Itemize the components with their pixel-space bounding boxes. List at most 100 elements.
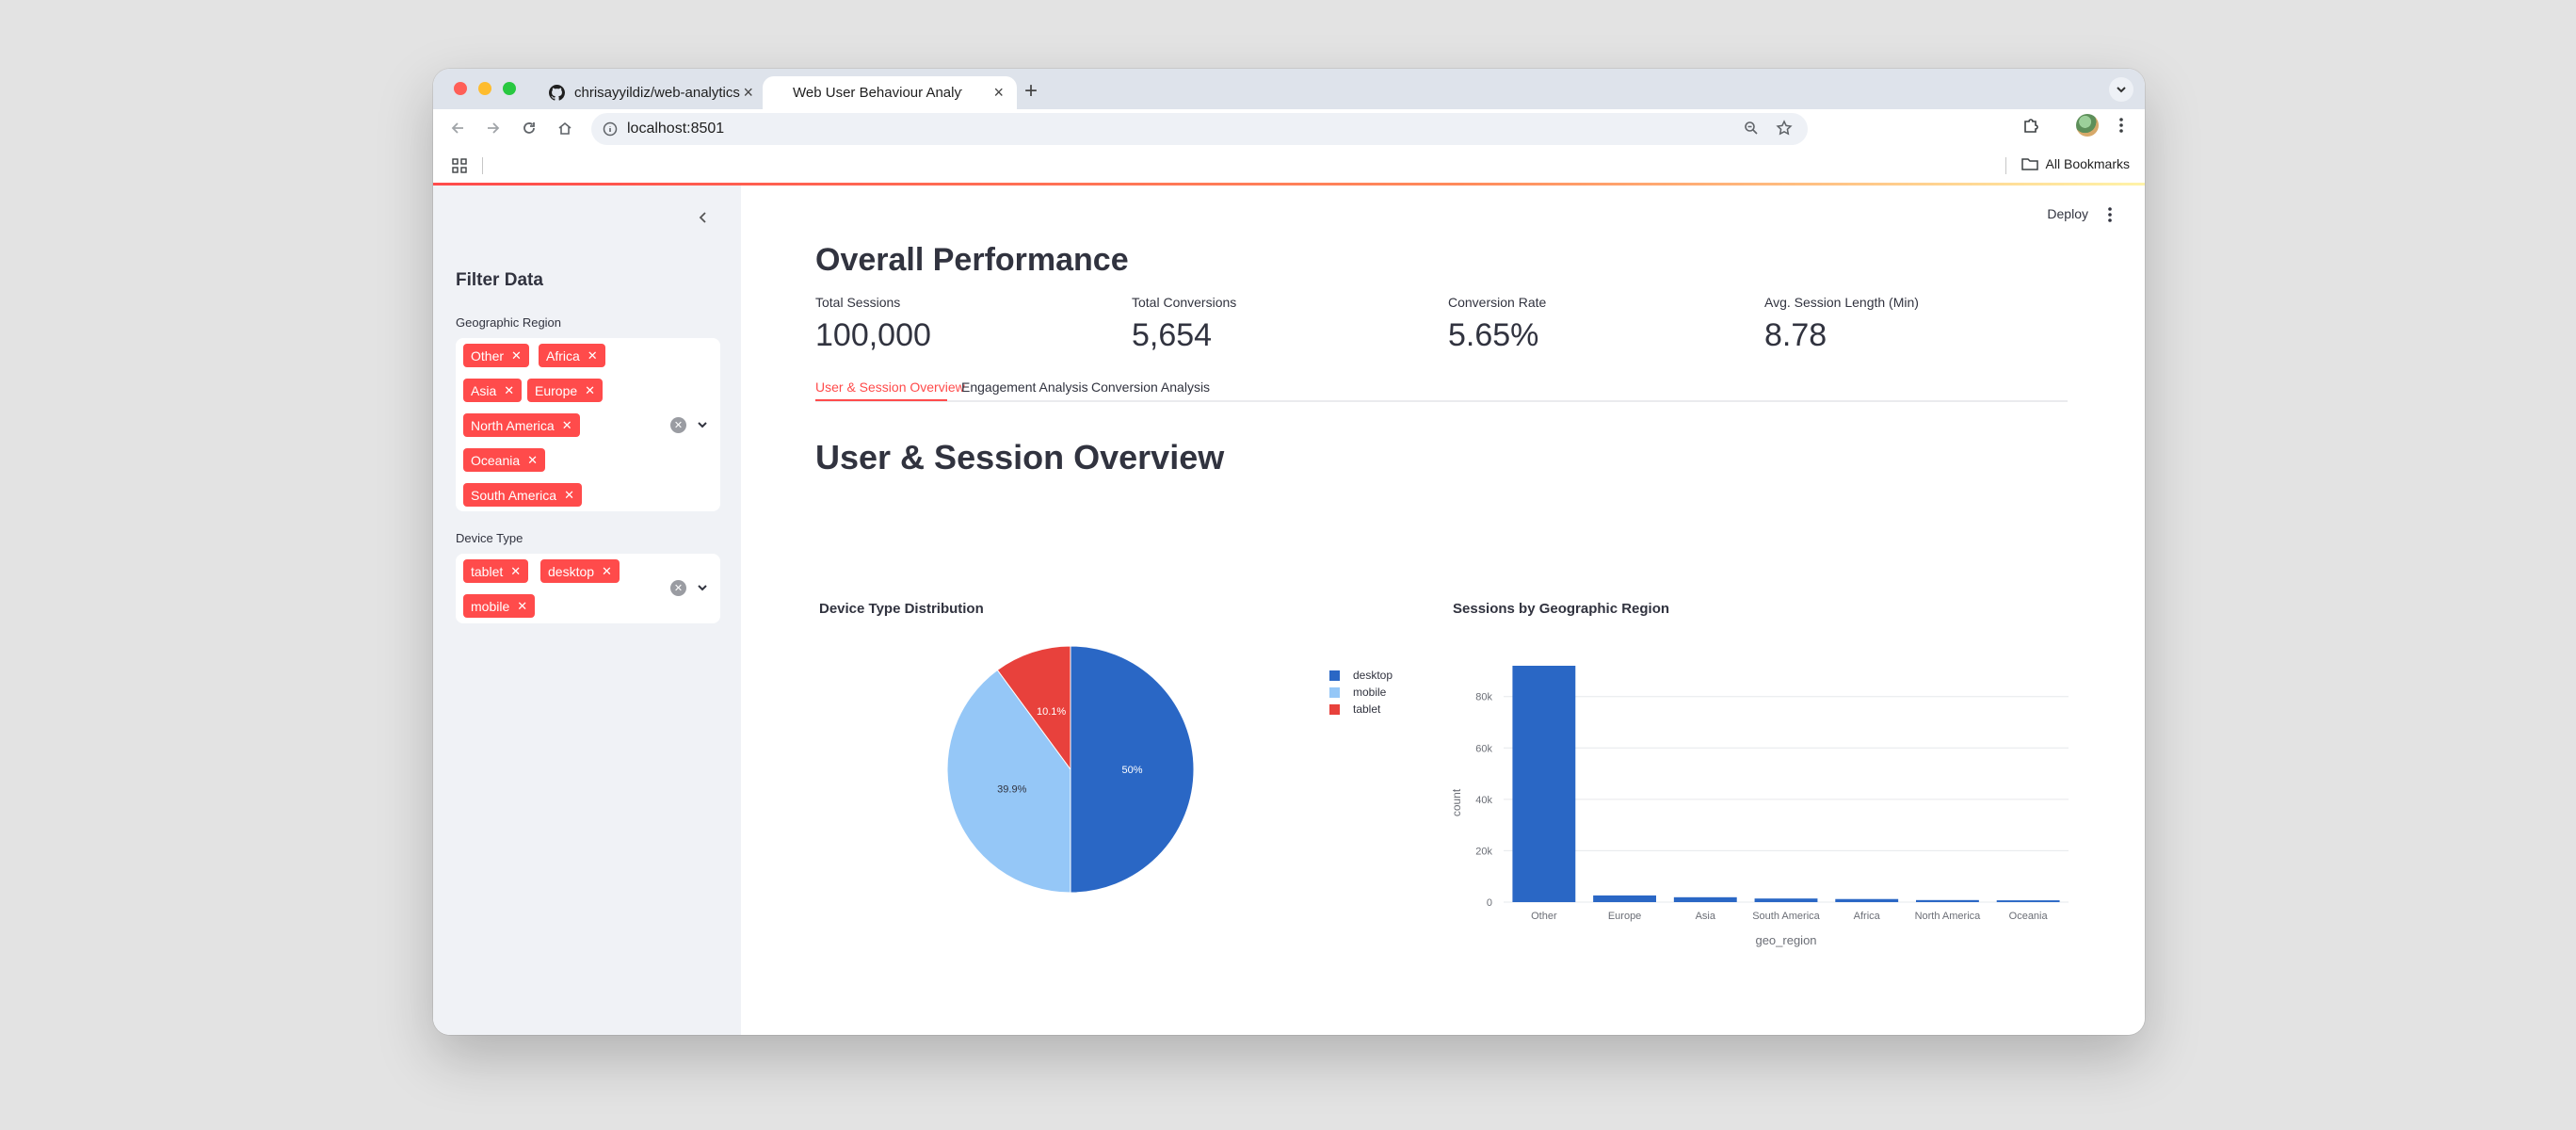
metric-avg-session-length: Avg. Session Length (Min) 8.78	[1764, 295, 1919, 354]
legend-item[interactable]: mobile	[1329, 684, 1393, 701]
legend-swatch	[1329, 686, 1340, 698]
bar-other[interactable]	[1512, 666, 1576, 902]
pie-slice-tablet[interactable]	[996, 645, 1071, 771]
profile-avatar[interactable]	[2076, 114, 2099, 137]
all-bookmarks-label: All Bookmarks	[2045, 156, 2130, 171]
remove-chip-icon[interactable]: ✕	[527, 452, 539, 467]
close-tab-icon[interactable]: ×	[993, 83, 1004, 102]
tab-user-session-overview[interactable]: User & Session Overview	[815, 379, 965, 395]
metric-total-sessions: Total Sessions 100,000	[815, 295, 931, 354]
remove-chip-icon[interactable]: ✕	[602, 563, 612, 578]
legend-swatch	[1329, 703, 1340, 715]
pie-slice-label: 10.1%	[1037, 706, 1066, 718]
metric-label: Conversion Rate	[1448, 295, 1547, 310]
pie-slice-label: 50%	[1121, 765, 1142, 776]
browser-tab-streamlit[interactable]: Web User Behaviour Analytic ×	[763, 76, 1017, 109]
zoom-icon[interactable]	[1744, 121, 1759, 140]
url-text[interactable]: localhost:8501	[627, 121, 725, 137]
chip-label: Other	[471, 347, 505, 363]
clear-all-icon[interactable]: ✕	[670, 580, 686, 596]
bookmark-star-icon[interactable]	[1776, 120, 1793, 141]
chip-label: South America	[471, 487, 557, 503]
device-chip[interactable]: tablet ✕	[463, 559, 529, 583]
remove-chip-icon[interactable]: ✕	[504, 382, 515, 397]
chevron-down-icon[interactable]	[696, 581, 709, 599]
bar-africa[interactable]	[1835, 898, 1899, 902]
pie-slice-mobile[interactable]	[946, 669, 1071, 894]
address-bar[interactable]: localhost:8501	[591, 113, 1808, 145]
chip-label: desktop	[548, 563, 595, 579]
region-bar-chart: 0 20k 40k 60k 80k Other Europe Asia South Americ…	[1450, 666, 2069, 947]
metric-label: Total Sessions	[815, 295, 901, 310]
streamlit-app: Filter Data Geographic Region Other ✕ Afr…	[433, 186, 2145, 1035]
metric-label: Avg. Session Length (Min)	[1764, 295, 1919, 310]
sidebar-title: Filter Data	[456, 270, 543, 290]
metric-conversion-rate: Conversion Rate 5.65%	[1448, 295, 1546, 354]
collapse-sidebar-icon[interactable]	[697, 208, 710, 230]
device-chip[interactable]: desktop ✕	[540, 559, 620, 583]
remove-chip-icon[interactable]: ✕	[564, 487, 574, 502]
tab-engagement-analysis[interactable]: Engagement Analysis	[961, 379, 1088, 395]
legend-item[interactable]: desktop	[1329, 667, 1393, 684]
chevron-down-icon	[2117, 87, 2126, 93]
remove-chip-icon[interactable]: ✕	[585, 382, 596, 397]
clear-all-icon[interactable]: ✕	[670, 417, 686, 433]
close-window-button[interactable]	[454, 82, 467, 95]
bar-north-america[interactable]	[1916, 899, 1979, 902]
metric-value: 5,654	[1132, 317, 1213, 353]
new-tab-icon[interactable]: +	[1024, 78, 1038, 104]
deploy-button[interactable]: Deploy	[2047, 206, 2088, 221]
back-icon[interactable]	[446, 117, 469, 139]
region-chip[interactable]: Other ✕	[463, 344, 529, 367]
page-title: Overall Performance	[815, 242, 1129, 278]
forward-icon[interactable]	[482, 117, 505, 139]
bar-asia[interactable]	[1673, 896, 1737, 902]
browser-menu-icon[interactable]	[2118, 116, 2124, 139]
window-controls	[454, 82, 516, 95]
chip-label: Europe	[535, 382, 578, 398]
remove-chip-icon[interactable]: ✕	[561, 417, 572, 432]
remove-chip-icon[interactable]: ✕	[510, 563, 522, 578]
region-chip[interactable]: Europe ✕	[527, 379, 604, 402]
close-tab-icon[interactable]: ×	[743, 83, 753, 102]
device-multiselect[interactable]: tablet ✕ desktop ✕ mobile ✕ ✕	[456, 554, 720, 623]
region-chip[interactable]: Africa ✕	[539, 344, 605, 367]
browser-tab-github[interactable]: chrisayyildiz/web-analytics ×	[531, 76, 766, 109]
region-chip[interactable]: Asia ✕	[463, 379, 523, 402]
y-axis-title: count	[1450, 788, 1463, 816]
site-info-icon[interactable]	[603, 121, 618, 141]
chip-label: Africa	[546, 347, 580, 363]
chevron-down-icon[interactable]	[696, 418, 709, 436]
region-multiselect[interactable]: Other ✕ Africa ✕ Asia ✕ Europe ✕ North Ameri…	[456, 338, 720, 511]
extensions-icon[interactable]	[2021, 117, 2040, 140]
device-filter-label: Device Type	[456, 531, 523, 545]
bar-oceania[interactable]	[1996, 900, 2060, 902]
remove-chip-icon[interactable]: ✕	[587, 347, 598, 363]
bookmarks-divider	[482, 157, 483, 174]
tab-conversion-analysis[interactable]: Conversion Analysis	[1091, 379, 1211, 395]
bar-europe[interactable]	[1593, 895, 1656, 902]
reload-icon[interactable]	[518, 117, 540, 139]
app-menu-icon[interactable]	[2107, 206, 2113, 228]
legend-item[interactable]: tablet	[1329, 701, 1393, 718]
remove-chip-icon[interactable]: ✕	[517, 598, 528, 613]
pie-slice-desktop[interactable]	[1070, 645, 1195, 894]
maximize-window-button[interactable]	[503, 82, 516, 95]
bookmarks-divider	[2005, 157, 2006, 174]
x-tick-label: Oceania	[2009, 911, 2049, 922]
tab-search-button[interactable]	[2109, 77, 2133, 102]
device-chip[interactable]: mobile ✕	[463, 594, 536, 618]
x-tick-label: North America	[1915, 911, 1982, 922]
apps-grid-icon[interactable]	[452, 158, 467, 178]
legend-label: mobile	[1353, 686, 1387, 699]
minimize-window-button[interactable]	[478, 82, 491, 95]
region-chip[interactable]: South America ✕	[463, 483, 582, 507]
chip-label: North America	[471, 417, 555, 433]
bar-south-america[interactable]	[1754, 898, 1818, 902]
pie-slice-label: 39.9%	[997, 783, 1026, 795]
remove-chip-icon[interactable]: ✕	[511, 347, 522, 363]
region-chip[interactable]: North America ✕	[463, 413, 580, 437]
home-icon[interactable]	[554, 117, 576, 139]
region-chip[interactable]: Oceania ✕	[463, 448, 546, 472]
all-bookmarks-button[interactable]: All Bookmarks	[2021, 156, 2130, 171]
